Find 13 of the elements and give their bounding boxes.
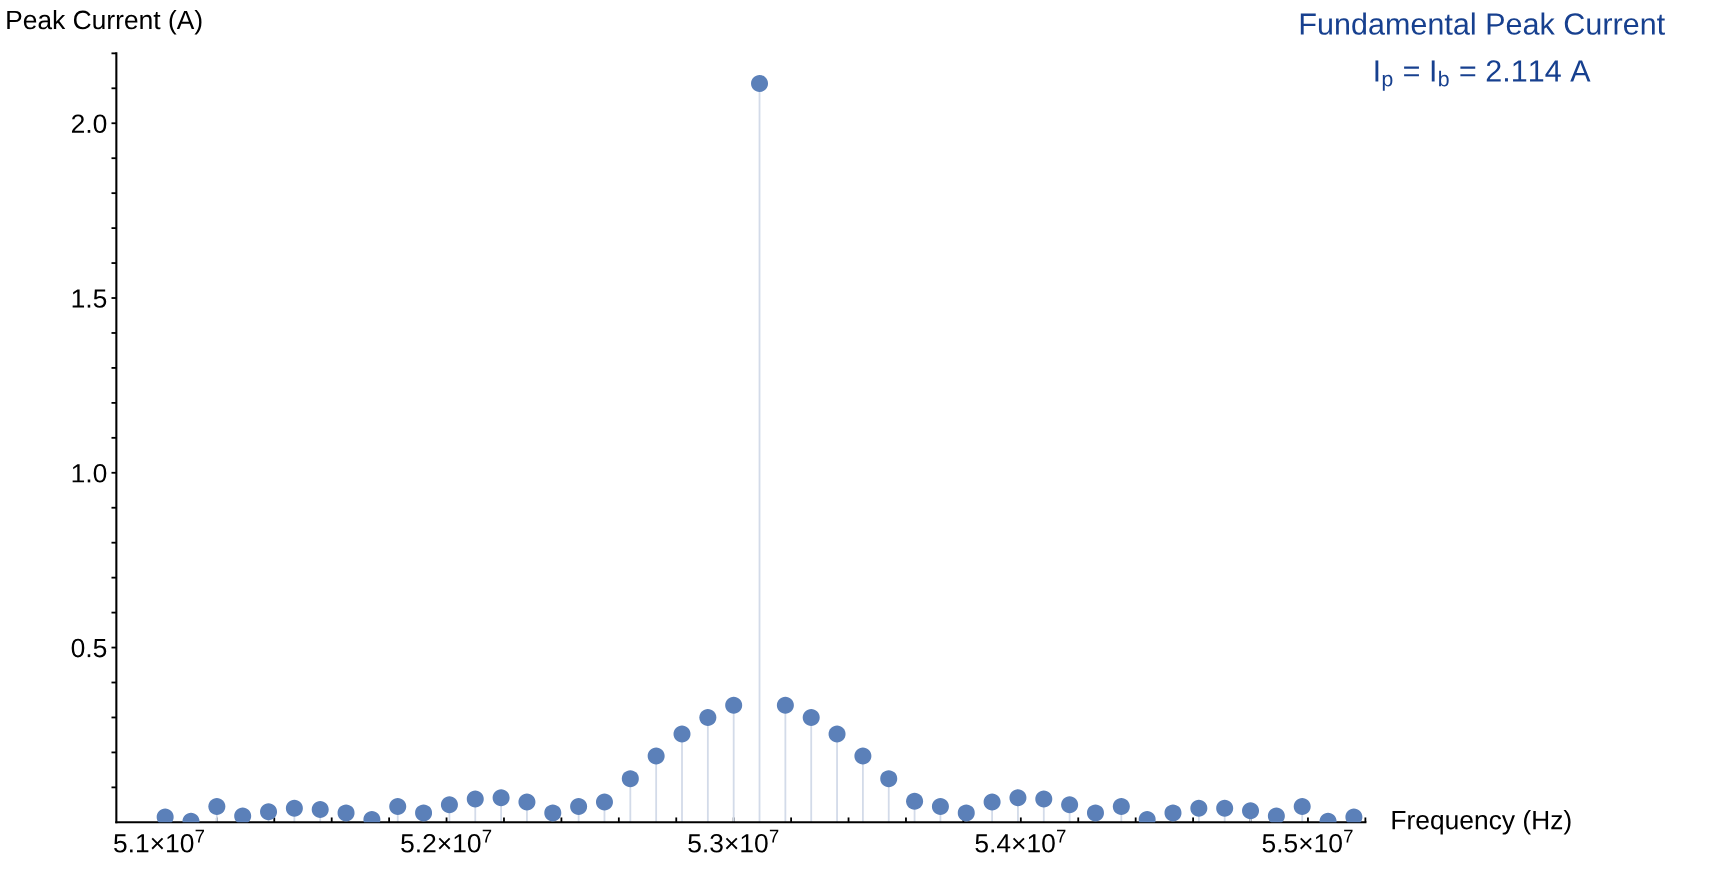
y-axis-title: Peak Current (A) bbox=[7, 9, 202, 35]
y-tick-label: 2.0 bbox=[71, 114, 107, 134]
x-tick-label: 5.2×10$^{7}$ bbox=[401, 829, 492, 853]
y-tick-label: 0.5 bbox=[71, 638, 107, 658]
x-tick-label: 5.5×10$^{7}$ bbox=[1262, 829, 1353, 853]
x-tick-label: 5.4×10$^{7}$ bbox=[975, 829, 1066, 853]
y-tick-label: 1.0 bbox=[72, 463, 107, 483]
x-tick-label: 5.1×10$^{7}$ bbox=[114, 829, 205, 853]
x-axis-title: Frequency (Hz) bbox=[1392, 810, 1571, 835]
x-tick-label: 5.3×10$^{7}$ bbox=[688, 829, 779, 853]
text: Fundamental Peak Current bbox=[1300, 12, 1665, 35]
y-tick-label: 1.5 bbox=[72, 289, 107, 308]
text: I$_{p}$ = I$_{b}$ = 2.114 A bbox=[1375, 60, 1591, 91]
